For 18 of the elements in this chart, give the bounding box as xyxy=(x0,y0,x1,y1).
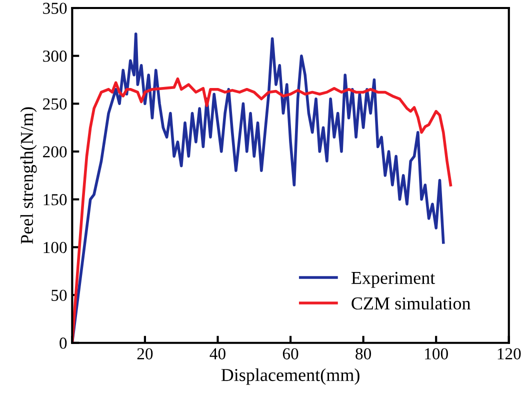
x-tick-label: 120 xyxy=(498,348,521,360)
y-tick-label: 150 xyxy=(44,194,67,206)
y-tick-label: 200 xyxy=(43,146,67,158)
x-tick-label: 80 xyxy=(356,348,372,360)
x-tick-label: 60 xyxy=(282,348,298,360)
y-tick-label: 0 xyxy=(60,338,67,349)
x-tick-label: 100 xyxy=(425,348,448,360)
y-tick-label: 100 xyxy=(44,242,67,254)
x-tick-label: 20 xyxy=(137,348,153,360)
x-tick-label: 40 xyxy=(210,348,226,360)
x-axis-title: Displacement(mm) xyxy=(221,368,360,385)
y-tick-label: 350 xyxy=(43,2,67,14)
y-tick-label: 50 xyxy=(52,290,67,301)
y-tick-label: 250 xyxy=(43,98,67,110)
legend-label: Experiment xyxy=(351,272,436,288)
legend-label: CZM simulation xyxy=(352,296,471,310)
y-tick-label: 300 xyxy=(43,50,67,62)
y-axis-title: Peel strength(N/m) xyxy=(20,107,37,244)
